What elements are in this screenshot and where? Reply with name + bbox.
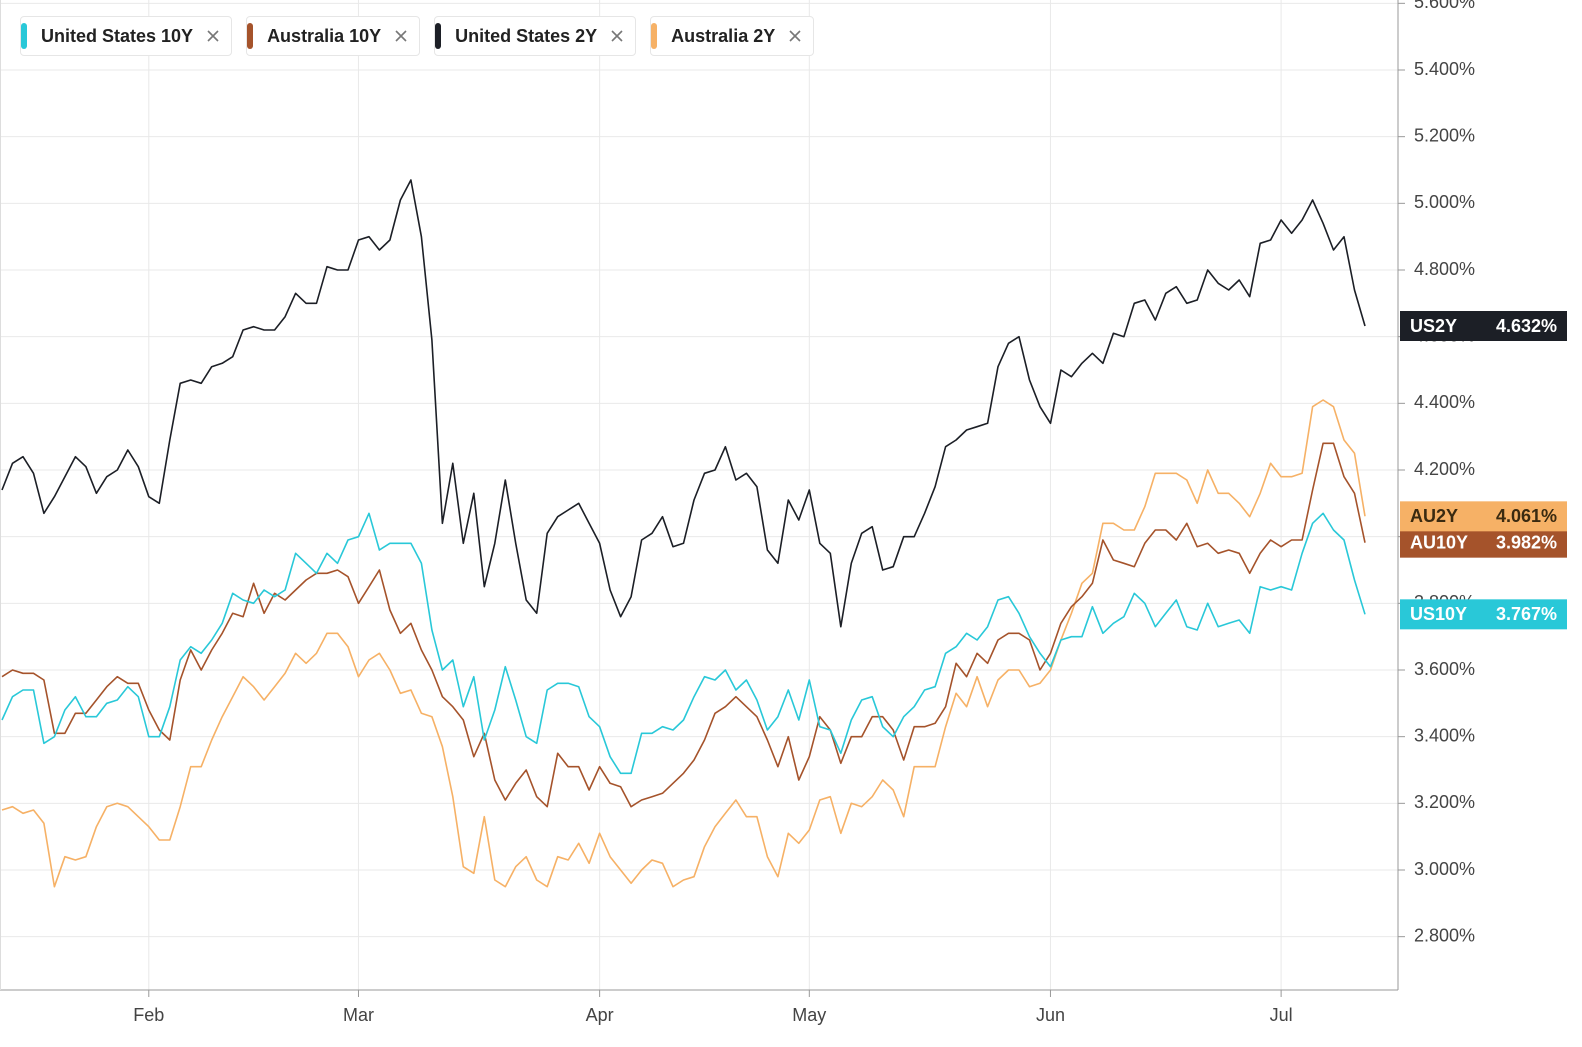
y-tick-label: 3.200%: [1414, 792, 1475, 812]
legend-swatch: [247, 23, 254, 49]
x-tick-label: Mar: [343, 1005, 374, 1025]
remove-series-button[interactable]: [611, 30, 623, 42]
end-badge-value: 4.632%: [1496, 316, 1557, 336]
end-badge-name: AU2Y: [1410, 506, 1458, 526]
end-badge: AU10Y 3.982%: [1400, 527, 1567, 558]
end-badge-box: [1400, 501, 1567, 532]
end-badge: US10Y 3.767%: [1400, 599, 1567, 630]
legend-label: United States 2Y: [455, 25, 598, 46]
end-badge-box: [1400, 527, 1567, 558]
y-tick-label: 5.400%: [1414, 59, 1475, 79]
remove-series-button[interactable]: [789, 30, 801, 42]
end-badge-name: US10Y: [1410, 604, 1467, 624]
y-tick-label: 4.200%: [1414, 459, 1475, 479]
x-tick-label: Jun: [1036, 1005, 1065, 1025]
end-badge-value: 3.767%: [1496, 604, 1557, 624]
line-series: [1, 399, 1366, 888]
legend: United States 10Y Australia 10Y United Sta…: [20, 16, 815, 56]
remove-series-button[interactable]: [207, 30, 219, 42]
end-badge-name: US2Y: [1410, 316, 1457, 336]
y-tick-label: 3.000%: [1414, 859, 1475, 879]
line-series: [1, 442, 1366, 808]
y-tick-label: 5.200%: [1414, 125, 1475, 145]
y-tick-label: 5.000%: [1414, 192, 1475, 212]
remove-series-button[interactable]: [395, 30, 407, 42]
end-badge: US2Y 4.632%: [1400, 311, 1567, 341]
legend-item: Australia 10Y: [246, 16, 421, 56]
end-badge-box: [1400, 599, 1567, 630]
x-tick-label: Feb: [133, 1005, 164, 1025]
end-badge: AU2Y 4.061%: [1400, 501, 1567, 532]
line-series: [1, 512, 1366, 775]
end-badge-value: 4.061%: [1496, 506, 1557, 526]
y-tick-label: 3.400%: [1414, 725, 1475, 745]
legend-label: United States 10Y: [41, 25, 194, 46]
legend-label: Australia 2Y: [671, 25, 776, 46]
y-tick-label: 2.800%: [1414, 925, 1475, 945]
legend-label: Australia 10Y: [267, 25, 382, 46]
x-tick-label: Apr: [586, 1005, 614, 1025]
end-badge-box: [1400, 311, 1567, 341]
legend-swatch: [21, 23, 27, 49]
line-series: [1, 179, 1366, 628]
legend-swatch: [435, 23, 442, 49]
y-tick-label: 3.600%: [1414, 659, 1475, 679]
x-tick-label: May: [792, 1005, 826, 1025]
legend-item: United States 10Y: [20, 16, 233, 56]
y-tick-label: 4.800%: [1414, 259, 1475, 279]
legend-item: Australia 2Y: [650, 16, 815, 56]
legend-swatch: [651, 23, 658, 49]
y-tick-label: 4.400%: [1414, 392, 1475, 412]
y-tick-label: 5.600%: [1414, 0, 1475, 12]
end-badge-name: AU10Y: [1410, 532, 1468, 552]
legend-item: United States 2Y: [434, 16, 637, 56]
x-tick-label: Jul: [1270, 1005, 1293, 1025]
end-badge-value: 3.982%: [1496, 532, 1557, 552]
